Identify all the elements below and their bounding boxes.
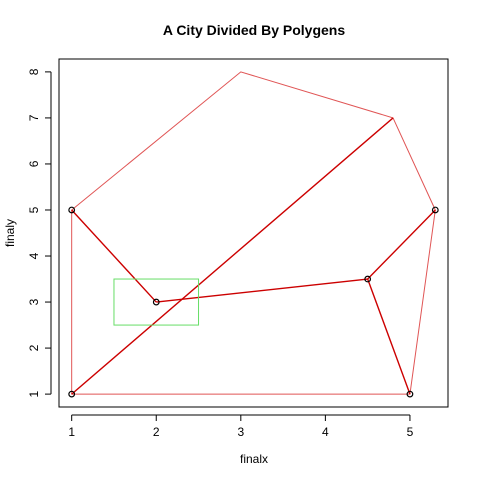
y-tick-label: 1 (27, 390, 41, 397)
points-layer (68, 206, 439, 398)
data-point-2 (152, 298, 160, 306)
data-point-3 (68, 390, 76, 398)
dividing-line-5 (367, 278, 411, 395)
data-point-5 (431, 206, 439, 214)
y-tick-label: 8 (27, 68, 41, 75)
outer-polygon (71, 71, 436, 395)
x-tick-label: 5 (407, 425, 414, 439)
outer-polygon-layer (71, 71, 436, 395)
data-point-1 (68, 206, 76, 214)
x-axis: 1 2 3 4 5 (68, 414, 414, 439)
y-tick-label: 2 (27, 344, 41, 351)
dividing-line-3 (156, 278, 368, 303)
y-tick-label: 6 (27, 160, 41, 167)
highlight-rectangle (113, 278, 200, 326)
dividing-lines-layer (71, 117, 436, 395)
plot-frame (58, 58, 449, 408)
y-axis: 1 2 3 4 5 6 7 8 (27, 68, 52, 397)
data-point-4 (364, 275, 372, 283)
x-axis-title: finalx (240, 452, 268, 466)
x-tick-label: 3 (237, 425, 244, 439)
x-tick-label: 2 (153, 425, 160, 439)
dividing-line-4 (367, 209, 436, 280)
y-tick-label: 3 (27, 298, 41, 305)
y-axis-title: finaly (3, 219, 17, 247)
y-tick-label: 7 (27, 114, 41, 121)
y-tick-label: 4 (27, 252, 41, 259)
rectangle-layer (113, 278, 200, 326)
y-tick-label: 5 (27, 206, 41, 213)
dividing-line-1 (71, 209, 157, 303)
dividing-line-2 (71, 117, 394, 395)
x-tick-label: 4 (322, 425, 329, 439)
chart-title: A City Divided By Polygens (163, 22, 346, 38)
data-point-6 (406, 390, 414, 398)
x-tick-label: 1 (68, 425, 75, 439)
